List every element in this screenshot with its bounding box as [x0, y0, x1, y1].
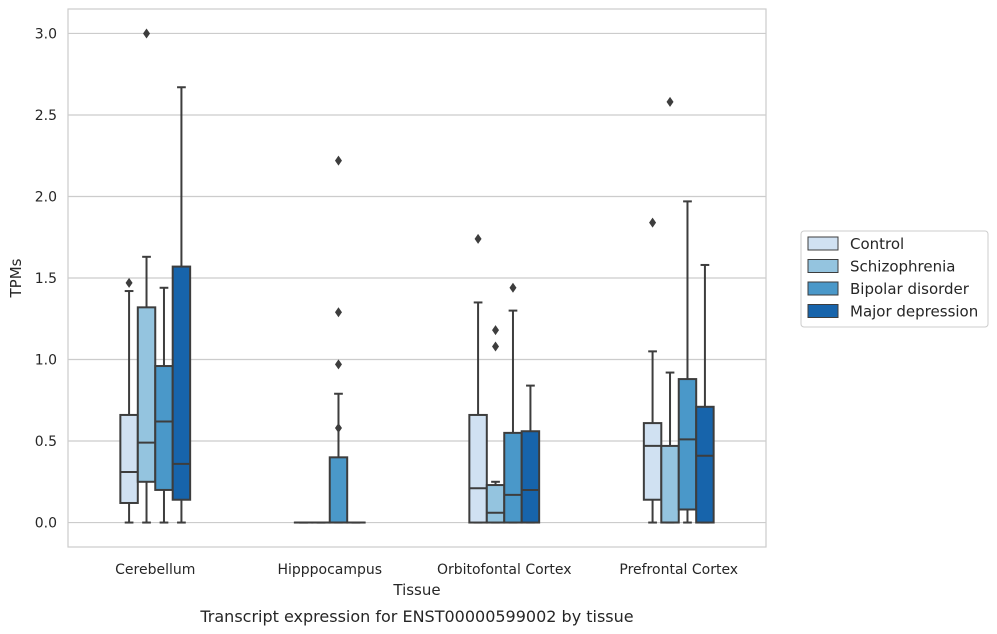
legend-label: Schizophrenia: [850, 258, 955, 276]
legend-swatch: [807, 259, 839, 273]
y-tick-label: 0.5: [35, 434, 57, 450]
legend: Control Schizophrenia Bipolar disorder Majo…: [800, 230, 989, 328]
box-iqr: [171, 265, 192, 501]
box-iqr: [468, 413, 488, 524]
box-major-depression: [171, 86, 192, 524]
box-schizophrenia: [660, 96, 680, 524]
legend-items: Control Schizophrenia Bipolar disorder Majo…: [807, 235, 978, 321]
outlier-point: [125, 277, 133, 288]
box-control: [642, 217, 663, 524]
outlier-point: [474, 233, 482, 244]
box-major-depression: [695, 263, 715, 524]
box-bipolar-disorder: [677, 200, 698, 524]
box-bipolar-disorder: [328, 155, 349, 524]
box-iqr: [520, 430, 541, 524]
box-iqr: [695, 405, 715, 524]
legend-swatch: [807, 281, 839, 296]
box-iqr: [677, 378, 698, 511]
y-tick-label: 2.5: [35, 108, 57, 124]
box-bipolar-disorder: [503, 282, 523, 524]
outlier-point: [492, 325, 500, 336]
outlier-point: [143, 28, 151, 39]
y-axis-title: TPMs: [7, 258, 25, 298]
box-major-depression: [520, 384, 541, 524]
outlier-point: [334, 307, 342, 318]
x-tick-label: Hipppocampus: [277, 562, 382, 578]
box-iqr: [642, 422, 663, 501]
box-iqr: [154, 365, 174, 491]
box-schizophrenia: [485, 325, 506, 524]
outlier-point: [334, 155, 342, 166]
y-tick-labels: 0.0 0.5 1.0 1.5 2.0 2.5 3.0: [35, 26, 57, 531]
x-tick-label: Prefrontal Cortex: [619, 562, 738, 578]
box-bipolar-disorder: [154, 286, 174, 524]
box-schizophrenia: [136, 28, 157, 524]
box-iqr: [485, 484, 506, 524]
outlier-point: [649, 217, 657, 228]
box-iqr: [136, 306, 157, 483]
outlier-point: [334, 359, 342, 370]
outlier-point: [492, 341, 500, 352]
y-tick-label: 1.0: [35, 353, 57, 369]
legend-label: Control: [850, 235, 904, 253]
box-iqr: [119, 413, 139, 504]
x-tick-label: Cerebellum: [115, 562, 195, 578]
box-iqr: [328, 456, 349, 524]
outlier-point: [666, 96, 674, 107]
box-control: [119, 277, 139, 524]
outlier-point: [334, 422, 342, 433]
x-tick-labels: Cerebellum Hipppocampus Orbitofontal Corte…: [115, 562, 738, 578]
boxes-layer: [119, 28, 715, 524]
outlier-point: [509, 282, 517, 293]
legend-swatch: [807, 236, 839, 251]
x-tick-label: Orbitofontal Cortex: [437, 562, 572, 578]
y-tick-label: 1.5: [35, 271, 57, 287]
legend-label: Bipolar disorder: [850, 280, 970, 298]
figure-caption: Transcript expression for ENST0000059900…: [199, 607, 633, 626]
box-iqr: [660, 444, 680, 524]
y-tick-label: 0.0: [35, 516, 57, 532]
plot-frame: [67, 8, 767, 548]
y-tick-label: 2.0: [35, 189, 57, 205]
x-axis-title: Tissue: [392, 581, 440, 599]
legend-frame: [800, 230, 989, 328]
legend-swatch: [807, 304, 839, 318]
y-tick-label: 3.0: [35, 26, 57, 42]
legend-label: Major depression: [850, 303, 978, 321]
box-iqr: [503, 431, 523, 524]
box-control: [468, 233, 488, 524]
